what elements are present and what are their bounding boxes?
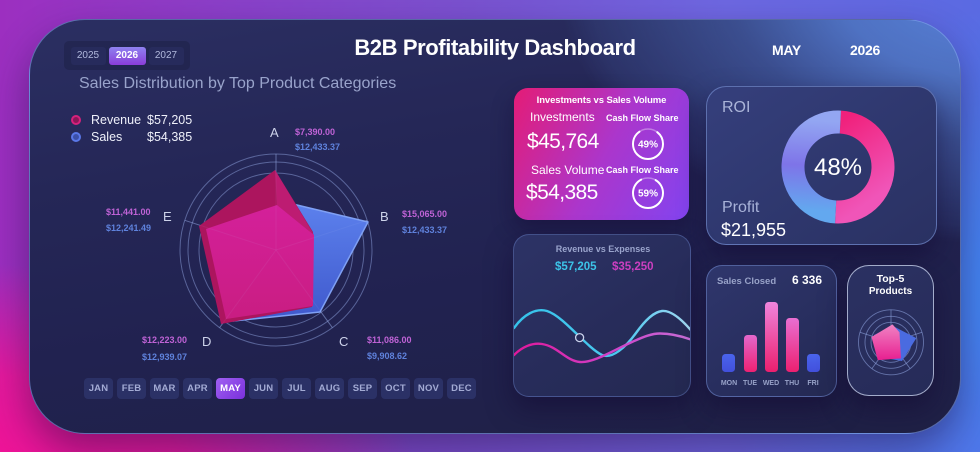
svg-text:59%: 59% [638,189,658,200]
svg-text:49%: 49% [638,140,658,151]
svg-text:48%: 48% [814,154,862,181]
